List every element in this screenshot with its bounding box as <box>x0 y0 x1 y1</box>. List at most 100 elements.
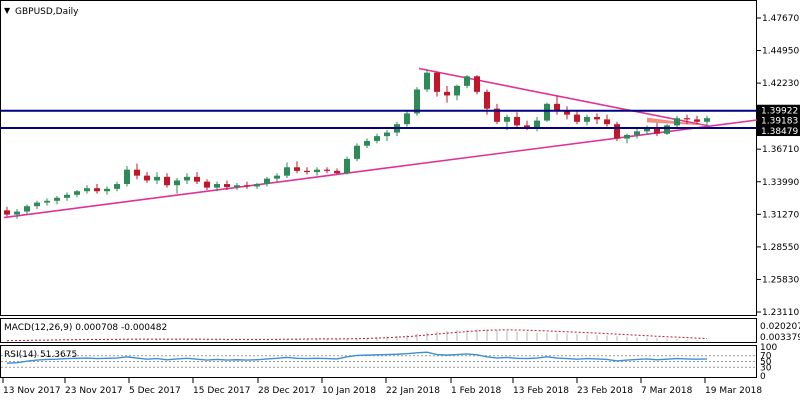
candle-body <box>374 136 380 141</box>
candle-body <box>84 188 90 192</box>
candle-body <box>44 200 50 203</box>
date-axis: 13 Nov 2017 23 Nov 2017 5 Dec 2017 15 Dec 2… <box>2 378 762 396</box>
price-tick-label: 1.23110 <box>762 308 799 318</box>
candlestick-series <box>4 69 710 219</box>
candle-body <box>164 176 170 186</box>
candle-body <box>124 169 130 185</box>
candle-body <box>684 118 690 120</box>
price-tick-label: 1.44950 <box>762 47 799 57</box>
macd-signal-line <box>6 329 708 342</box>
level-tag-label: 1.39183 <box>761 117 798 127</box>
candle-body <box>624 134 630 139</box>
candle-body <box>534 120 540 128</box>
candle-body <box>604 119 610 125</box>
candle-body <box>404 113 410 125</box>
candle-body <box>544 103 550 121</box>
macd-label: MACD(12,26,9) 0.000708 -0.000482 <box>4 323 167 333</box>
candle-body <box>204 181 210 188</box>
candle-body <box>644 127 650 132</box>
candle-body <box>514 116 520 126</box>
rsi-tick-label: 0 <box>760 372 766 382</box>
candle-body <box>494 108 500 122</box>
candle-body <box>24 206 30 212</box>
candle-body <box>154 176 160 181</box>
candle-body <box>54 197 60 201</box>
level-tag-label: 1.38479 <box>761 127 798 137</box>
date-tick-label: 13 Feb 2018 <box>513 386 569 396</box>
candle-body <box>214 184 220 188</box>
candle-body <box>674 118 680 126</box>
macd-plot-frame <box>0 318 757 343</box>
date-tick-label: 13 Nov 2017 <box>3 386 61 396</box>
candle-body <box>584 116 590 122</box>
level-tag <box>757 104 800 116</box>
candle-body <box>274 175 280 179</box>
candle-body <box>434 72 440 92</box>
candle-body <box>574 114 580 122</box>
candle-body <box>284 167 290 176</box>
main-plot-frame <box>0 0 757 316</box>
candle-body <box>224 184 230 188</box>
candle-body <box>194 176 200 182</box>
level-tag <box>757 125 800 137</box>
price-tick-label: 1.31270 <box>762 210 799 220</box>
candle-body <box>184 176 190 181</box>
candle-body <box>324 169 330 171</box>
candle-body <box>64 194 70 198</box>
date-tick-label: 23 Feb 2018 <box>577 386 633 396</box>
candle-body <box>114 184 120 189</box>
candle-body <box>144 175 150 181</box>
price-tick-label: 1.33990 <box>762 178 799 188</box>
price-tick-label: 1.36710 <box>762 145 799 155</box>
candle-body <box>264 178 270 185</box>
candle-body <box>594 116 600 120</box>
candle-body <box>484 91 490 109</box>
rsi-tick-label: 70 <box>760 352 772 362</box>
candle-body <box>304 170 310 173</box>
candle-body <box>424 72 430 90</box>
macd-tick-label: 0.020207 <box>760 322 800 332</box>
date-tick-label: 23 Nov 2017 <box>65 386 123 396</box>
price-axis: 1.47670 1.44950 1.42230 1.36710 1.33990 1.312… <box>757 14 799 318</box>
candle-body <box>234 185 240 188</box>
candle-body <box>664 125 670 134</box>
candle-body <box>704 118 710 122</box>
candle-body <box>14 211 20 215</box>
candle-body <box>134 169 140 176</box>
candle-body <box>364 140 370 146</box>
candle-body <box>554 103 560 112</box>
level-tag <box>757 114 800 126</box>
candle-body <box>94 188 100 192</box>
symbol-title: GBPUSD,Daily <box>15 7 79 17</box>
candle-body <box>414 89 420 114</box>
date-tick-label: 28 Dec 2017 <box>258 386 316 396</box>
collapse-arrow-icon[interactable]: ▼ <box>4 6 11 15</box>
candle-body <box>254 184 260 187</box>
date-tick-label: 19 Mar 2018 <box>705 386 762 396</box>
date-tick-label: 22 Jan 2018 <box>386 386 440 396</box>
candle-body <box>444 91 450 96</box>
candle-body <box>474 76 480 92</box>
candle-body <box>564 111 570 115</box>
rsi-label: RSI(14) 51.3675 <box>4 350 77 360</box>
candle-body <box>384 132 390 137</box>
candle-body <box>634 131 640 135</box>
date-tick-label: 7 Mar 2018 <box>641 386 693 396</box>
candle-body <box>354 145 360 159</box>
candle-body <box>694 119 700 122</box>
candle-body <box>104 188 110 192</box>
candle-body <box>464 76 470 86</box>
candle-body <box>34 202 40 207</box>
candle-body <box>334 170 340 174</box>
date-tick-label: 5 Dec 2017 <box>129 386 181 396</box>
rsi-line <box>6 351 708 364</box>
rsi-tick-label: 50 <box>760 358 772 368</box>
candle-body <box>524 125 530 128</box>
macd-tick-label: 0.003379 <box>760 333 800 343</box>
price-tick-label: 1.42230 <box>762 79 799 89</box>
price-tick-label: 1.28550 <box>762 243 799 253</box>
date-tick-label: 10 Jan 2018 <box>322 386 376 396</box>
candle-body <box>74 191 80 195</box>
